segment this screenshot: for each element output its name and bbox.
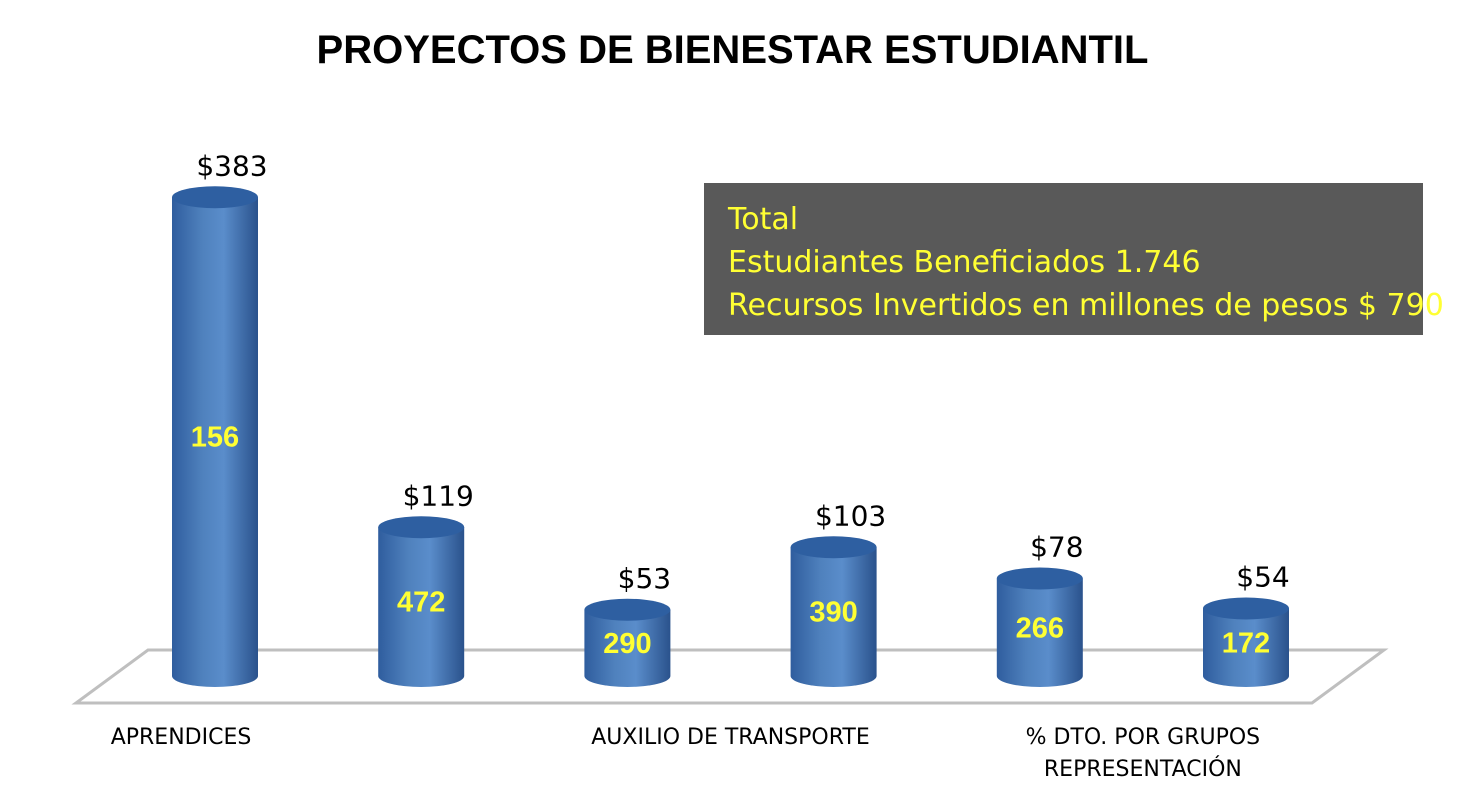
bar (1203, 597, 1289, 687)
bar-body (172, 197, 258, 687)
bar-value-label: $383 (196, 149, 267, 182)
bar-top (996, 567, 1083, 590)
bar-count-label: 290 (603, 628, 651, 660)
chart-floor (71, 648, 1389, 705)
category-label-line: AUXILIO DE TRANSPORTE (591, 725, 870, 750)
category-label-line: REPRESENTACIÓN (1043, 757, 1242, 782)
bar-body (790, 547, 877, 687)
bar-body (584, 609, 671, 687)
summary-box: Total Estudiantes Beneficiados 1.746 Rec… (704, 183, 1444, 335)
category-label: APRENDICES (21, 722, 341, 754)
bar-count-label: 156 (191, 422, 239, 454)
summary-line-students: Estudiantes Beneficiados 1.746 (728, 245, 1201, 280)
bar-top (790, 536, 877, 559)
bar (378, 516, 465, 687)
bar-top (1203, 597, 1289, 620)
bar-count-label: 390 (809, 597, 857, 629)
bar-value-label: $103 (815, 499, 886, 532)
bar-value-label: $78 (1030, 531, 1083, 564)
bar-top (378, 516, 465, 539)
category-label: % DTO. POR GRUPOS REPRESENTACIÓN (983, 722, 1303, 786)
bar-count-label: 472 (397, 587, 445, 619)
category-label: AUXILIO DE TRANSPORTE (571, 722, 891, 754)
bar (584, 598, 671, 687)
bar-body (378, 527, 465, 687)
category-label-line: % DTO. POR GRUPOS (1025, 725, 1261, 750)
category-label-line: APRENDICES (110, 725, 252, 750)
bar-body (996, 578, 1083, 687)
bar-count-label: 266 (1016, 612, 1064, 644)
bar (172, 186, 258, 687)
bar-body (1203, 608, 1289, 687)
bar (790, 536, 877, 687)
summary-line-resources: Recursos Invertidos en millones de pesos… (728, 288, 1444, 323)
bar-value-label: $54 (1236, 561, 1289, 594)
bar-value-label: $53 (618, 562, 671, 595)
bar-top (584, 598, 671, 621)
bar-value-label: $119 (403, 479, 474, 512)
summary-line-total: Total (728, 202, 799, 237)
chart-title: PROYECTOS DE BIENESTAR ESTUDIANTIL (316, 28, 1149, 72)
bar-top (172, 186, 258, 209)
bar-count-label: 172 (1222, 627, 1270, 659)
bar (996, 567, 1083, 687)
